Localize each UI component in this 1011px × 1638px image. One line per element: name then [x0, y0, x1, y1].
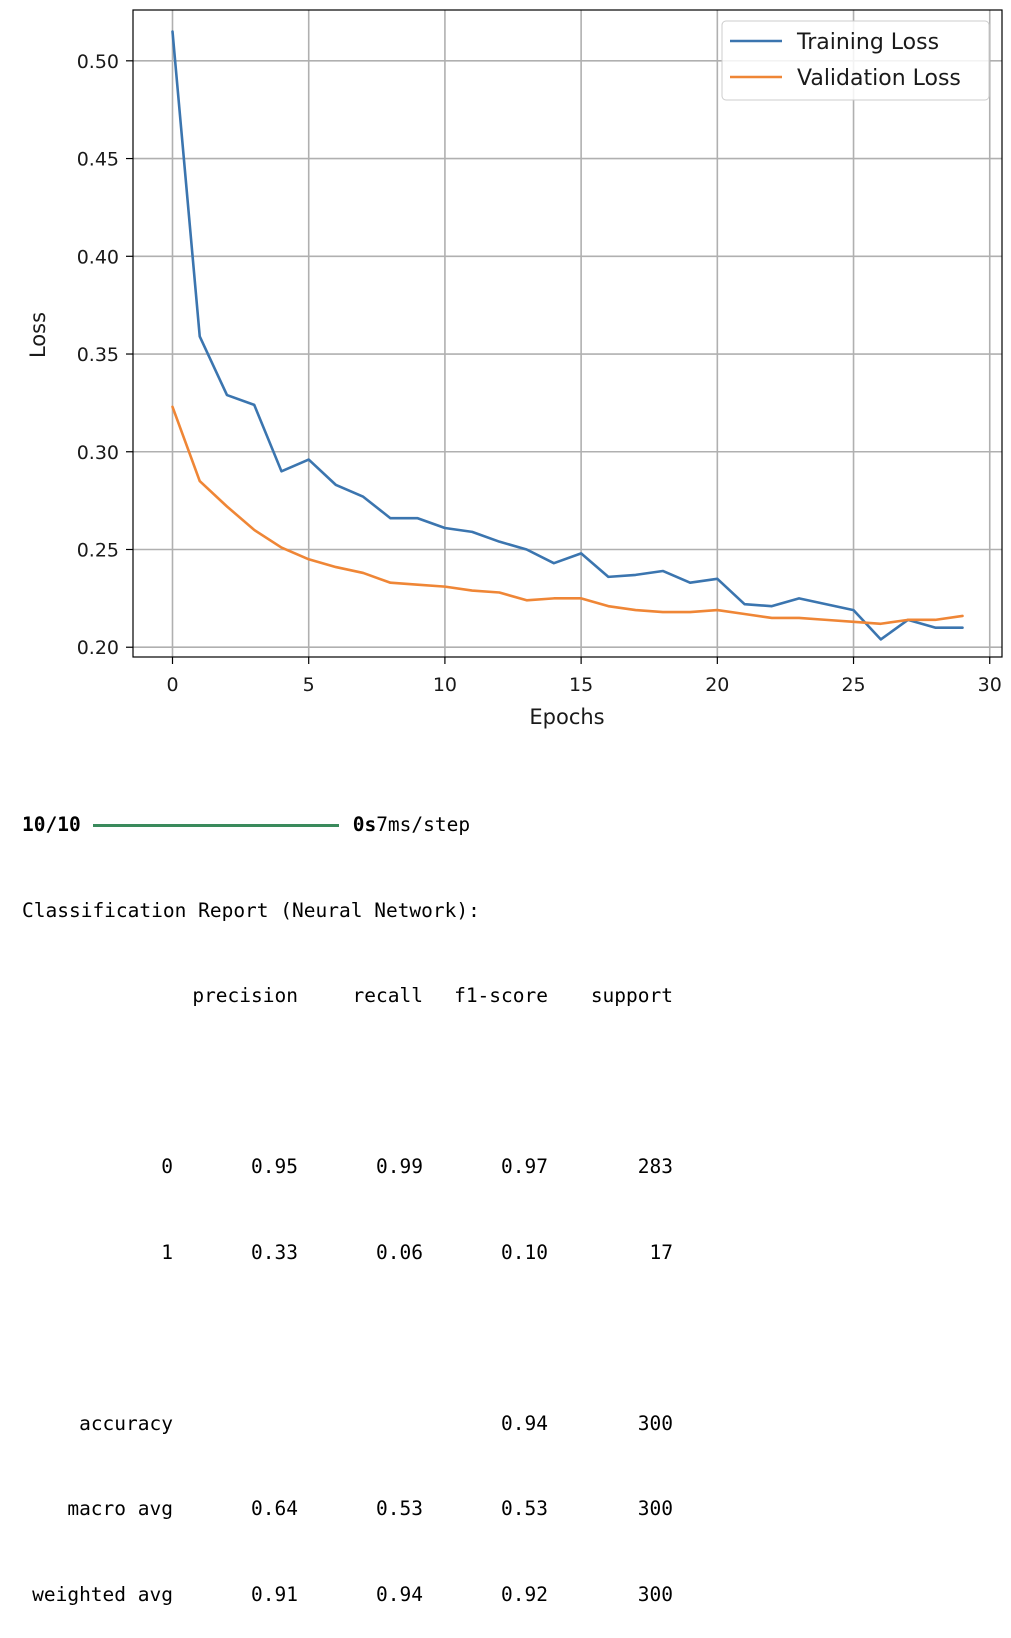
report-title: Classification Report (Neural Network): [22, 898, 480, 922]
y-tick-label: 0.45 [77, 149, 119, 171]
report-header-row: precision recall f1-score support [22, 982, 673, 1011]
row-f1-score: 0.97 [501, 1155, 548, 1178]
progress-rate: 7ms/step [376, 813, 471, 836]
legend: Training Loss Validation Loss [721, 20, 990, 101]
row-precision: 0.64 [251, 1497, 298, 1520]
header-recall: recall [352, 984, 423, 1007]
y-tick-label: 0.50 [77, 51, 119, 73]
y-axis-label: Loss [26, 312, 50, 358]
plot-frame [132, 9, 1003, 658]
report-row-class-0: 0 0.95 0.99 0.97 283 [22, 1153, 673, 1182]
row-support: 300 [637, 1411, 673, 1435]
legend-label-validation: Validation Loss [797, 66, 961, 91]
row-support: 283 [637, 1155, 673, 1178]
x-tick-label: 15 [569, 674, 593, 696]
x-tick-label: 25 [841, 674, 865, 696]
x-axis-label: Epochs [529, 705, 604, 729]
report-row-macro-avg: macro avg 0.64 0.53 0.53 300 [22, 1495, 673, 1524]
row-recall: 0.06 [376, 1240, 423, 1264]
row-f1-score: 0.94 [501, 1411, 548, 1435]
progress-bar [92, 823, 339, 827]
series-lines [171, 30, 964, 641]
row-label: macro avg [67, 1497, 173, 1520]
row-label: weighted avg [32, 1582, 173, 1606]
y-axis-ticks: 0.20 0.25 0.30 0.35 0.40 0.45 0.50 [77, 51, 133, 659]
row-f1-score: 0.92 [501, 1582, 548, 1606]
grid-lines [133, 10, 1002, 657]
x-tick-label: 20 [705, 674, 729, 696]
row-precision: 0.95 [251, 1155, 298, 1178]
row-support: 17 [649, 1240, 673, 1264]
series-line-validation-loss [171, 405, 964, 626]
console-output: 10/10 0s 7ms/step Classification Report (… [22, 754, 673, 1638]
header-f1-score: f1-score [454, 984, 548, 1007]
x-tick-label: 30 [978, 674, 1002, 696]
row-support: 300 [637, 1497, 673, 1520]
row-label: 0 [161, 1155, 173, 1178]
x-axis-ticks: 0 5 10 15 20 25 30 [166, 657, 1002, 696]
x-tick-label: 5 [303, 674, 315, 696]
y-tick-label: 0.30 [77, 442, 119, 464]
row-recall: 0.53 [376, 1497, 423, 1520]
row-support: 300 [637, 1582, 673, 1606]
row-precision: 0.91 [251, 1582, 298, 1606]
series-line-training-loss [171, 30, 964, 641]
x-tick-label: 10 [433, 674, 457, 696]
blank-line [22, 1068, 673, 1097]
loss-chart: 0 5 10 15 20 25 30 0.20 0.25 0.30 0.35 0.40 0.45 0.5… [26, 9, 1003, 729]
row-f1-score: 0.10 [501, 1240, 548, 1264]
row-recall: 0.94 [376, 1582, 423, 1606]
header-support: support [590, 984, 673, 1007]
progress-time: 0s [352, 813, 377, 836]
legend-box [721, 20, 990, 101]
row-precision: 0.33 [251, 1240, 298, 1264]
y-tick-label: 0.25 [77, 539, 119, 561]
row-f1-score: 0.53 [501, 1497, 548, 1520]
header-precision: precision [192, 984, 298, 1007]
report-row-accuracy: accuracy 0.94 300 [22, 1410, 673, 1439]
row-label: accuracy [79, 1411, 173, 1435]
x-tick-label: 0 [166, 674, 178, 696]
report-row-weighted-avg: weighted avg 0.91 0.94 0.92 300 [22, 1581, 673, 1610]
legend-label-training: Training Loss [796, 30, 939, 55]
y-tick-label: 0.35 [77, 344, 119, 366]
progress-steps: 10/10 [22, 813, 81, 836]
y-tick-label: 0.20 [77, 637, 119, 659]
blank-line [22, 1324, 673, 1353]
y-tick-label: 0.40 [77, 246, 119, 268]
progress-line: 10/10 0s 7ms/step [22, 811, 673, 840]
report-row-class-1: 1 0.33 0.06 0.10 17 [22, 1239, 673, 1268]
row-label: 1 [161, 1240, 173, 1264]
row-recall: 0.99 [376, 1155, 423, 1178]
